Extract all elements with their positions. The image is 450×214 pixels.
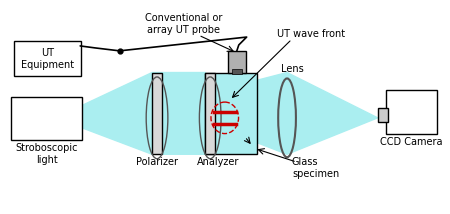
Bar	[386, 90, 437, 134]
Bar	[205, 73, 256, 154]
Text: Polarizer: Polarizer	[136, 157, 178, 167]
Bar	[11, 97, 82, 141]
Text: Lens: Lens	[281, 64, 303, 74]
Polygon shape	[55, 73, 205, 154]
Polygon shape	[256, 73, 378, 154]
Text: Stroboscopic
light: Stroboscopic light	[15, 143, 78, 165]
Bar	[14, 41, 81, 76]
Text: Analyzer: Analyzer	[197, 157, 239, 167]
Bar	[152, 73, 162, 154]
Text: Glass
specimen: Glass specimen	[292, 157, 339, 179]
Text: CCD Camera: CCD Camera	[380, 137, 442, 147]
Text: Conventional or
array UT probe: Conventional or array UT probe	[145, 13, 222, 35]
Text: UT
Equipment: UT Equipment	[21, 48, 74, 70]
Bar	[232, 68, 242, 73]
Text: UT wave front: UT wave front	[277, 29, 345, 39]
Bar	[378, 108, 387, 122]
Bar	[205, 73, 215, 154]
Bar	[228, 51, 246, 73]
